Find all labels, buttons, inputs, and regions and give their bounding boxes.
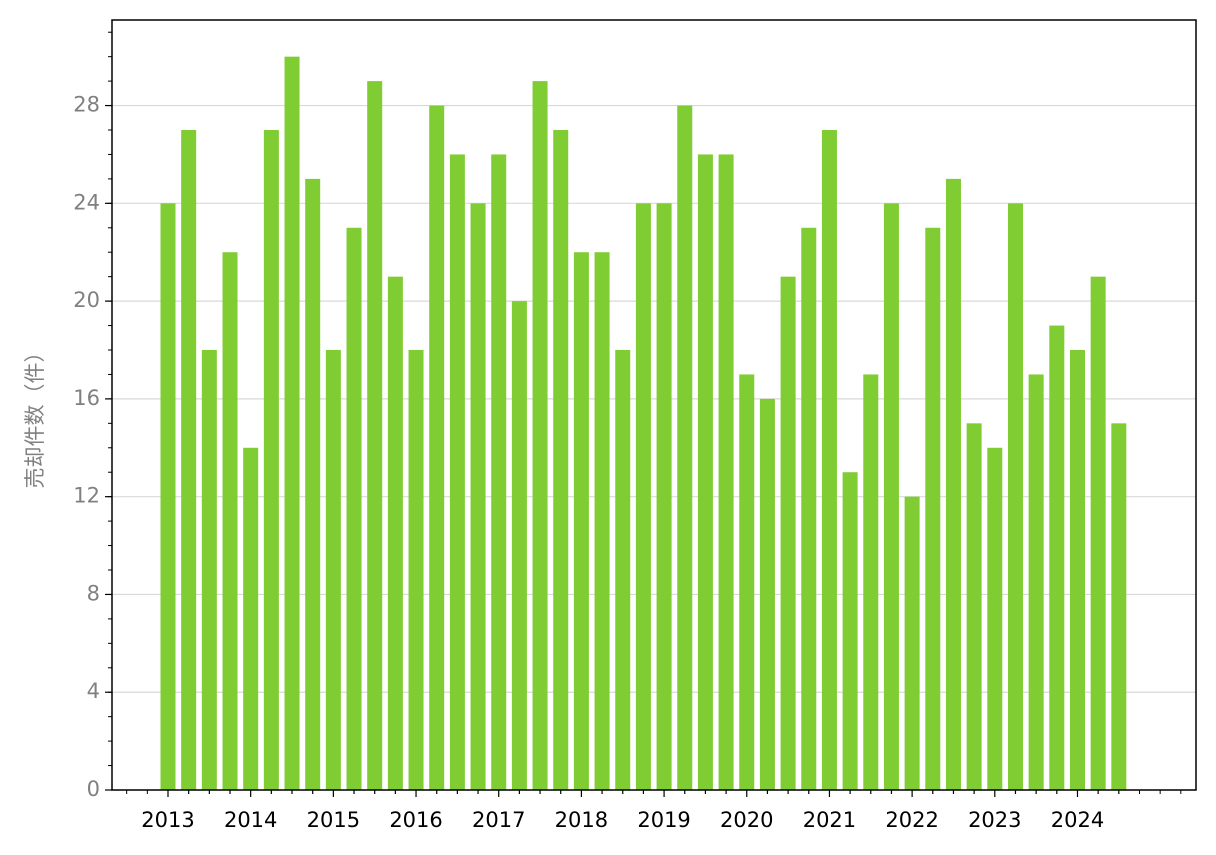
bar	[883, 203, 899, 791]
bar	[449, 154, 465, 790]
bar	[305, 178, 321, 790]
bar	[615, 350, 631, 790]
bar	[656, 203, 672, 791]
x-tick-label: 2021	[803, 808, 856, 832]
y-tick-label: 20	[73, 288, 100, 312]
y-tick-label: 16	[73, 386, 100, 410]
bar	[367, 81, 383, 791]
bar	[759, 398, 775, 790]
bar	[739, 374, 755, 790]
bar	[243, 447, 259, 790]
bar	[263, 130, 279, 790]
x-tick-label: 2020	[720, 808, 773, 832]
x-tick-label: 2018	[555, 808, 608, 832]
bar	[801, 227, 817, 790]
plot-frame	[111, 19, 1197, 791]
bar	[925, 227, 941, 790]
bar	[511, 301, 527, 790]
bar	[325, 350, 341, 790]
x-tick-label: 2023	[968, 808, 1021, 832]
y-tick-label: 8	[87, 581, 100, 605]
bar	[1111, 423, 1127, 790]
x-tick-label: 2016	[389, 808, 442, 832]
bar	[532, 81, 548, 791]
x-tick-label: 2015	[307, 808, 360, 832]
bar	[987, 447, 1003, 790]
y-tick-label: 28	[73, 93, 100, 117]
bar	[346, 227, 362, 790]
bar	[904, 496, 920, 790]
bar	[863, 374, 879, 790]
bar	[945, 178, 961, 790]
bar	[780, 276, 796, 791]
bar	[1090, 276, 1106, 791]
bar	[635, 203, 651, 791]
bar	[470, 203, 486, 791]
bar	[677, 105, 693, 791]
y-tick-label: 12	[73, 484, 100, 508]
bar	[429, 105, 445, 791]
bar	[1007, 203, 1023, 791]
bar	[160, 203, 176, 791]
bar	[201, 350, 217, 790]
y-tick-label: 4	[87, 679, 100, 703]
bar	[553, 130, 569, 790]
bar	[1069, 350, 1085, 790]
y-tick-label: 0	[87, 777, 100, 801]
bar	[697, 154, 713, 790]
bar	[181, 130, 197, 790]
y-tick-label: 24	[73, 190, 100, 214]
bar	[821, 130, 837, 790]
x-tick-label: 2014	[224, 808, 277, 832]
bar	[1049, 325, 1065, 790]
x-tick-label: 2024	[1051, 808, 1104, 832]
bar	[966, 423, 982, 790]
x-tick-label: 2013	[141, 808, 194, 832]
x-tick-label: 2019	[637, 808, 690, 832]
bar	[222, 252, 238, 790]
bar	[1028, 374, 1044, 790]
bar	[594, 252, 610, 790]
bar	[408, 350, 424, 790]
bar	[842, 472, 858, 790]
bar	[387, 276, 403, 791]
x-tick-label: 2022	[885, 808, 938, 832]
bar	[718, 154, 734, 790]
bar	[573, 252, 589, 790]
x-tick-label: 2017	[472, 808, 525, 832]
y-axis-label: 売却件数（件）	[23, 342, 47, 489]
bar	[491, 154, 507, 790]
bar	[284, 56, 300, 790]
